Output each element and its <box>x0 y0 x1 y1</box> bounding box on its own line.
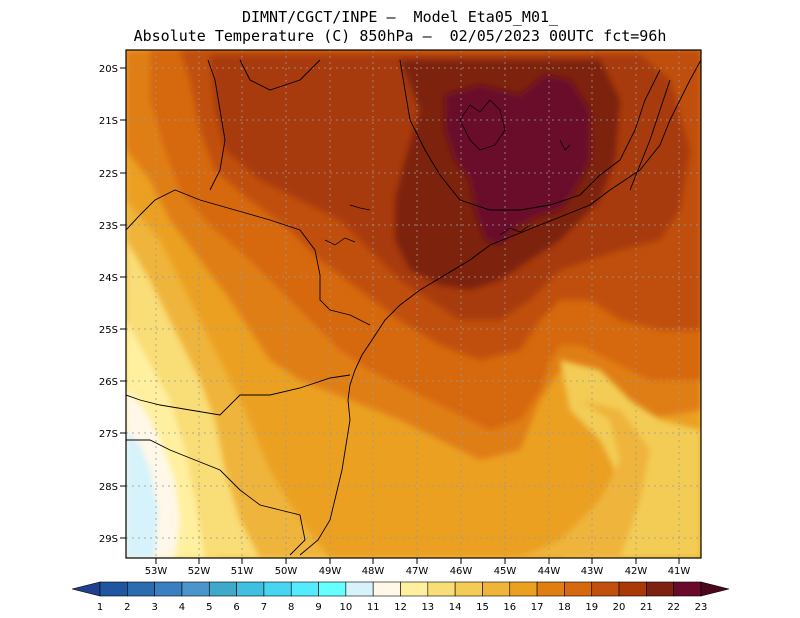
lon-label: 53W <box>145 566 168 577</box>
lon-label: 45W <box>494 566 517 577</box>
lat-label: 26S <box>99 377 118 388</box>
colorbar-swatch <box>427 581 456 597</box>
lon-label: 47W <box>406 566 429 577</box>
colorbar-label: 16 <box>503 602 516 613</box>
colorbar-swatch <box>290 581 319 597</box>
colorbar-label: 19 <box>585 602 598 613</box>
colorbar-label: 12 <box>394 602 407 613</box>
colorbar-label: 14 <box>449 602 462 613</box>
longitude-labels: 53W 52W 51W 50W 49W 48W 47W 46W 45W 44W 43W 42W 41W <box>145 558 691 577</box>
colorbar-labels: 1 2 3 4 5 6 7 8 9 10 11 12 13 14 15 16 17 18 19 20 21 22 23 <box>97 602 708 613</box>
colorbar-swatch <box>564 581 593 597</box>
colorbar-label: 4 <box>179 602 185 613</box>
lat-label: 27S <box>99 429 118 440</box>
lat-label: 24S <box>99 273 118 284</box>
colorbar-swatch <box>591 581 620 597</box>
colorbar-swatch <box>263 581 292 597</box>
lat-label: 25S <box>99 325 118 336</box>
colorbar-label: 5 <box>206 602 212 613</box>
lon-label: 48W <box>362 566 385 577</box>
colorbar-swatch <box>236 581 265 597</box>
colorbar <box>71 581 730 597</box>
colorbar-label: 8 <box>288 602 294 613</box>
lon-label: 43W <box>581 566 604 577</box>
colorbar-swatch <box>400 581 429 597</box>
lat-label: 23S <box>99 221 118 232</box>
colorbar-label: 9 <box>315 602 321 613</box>
colorbar-label: 18 <box>558 602 571 613</box>
colorbar-swatch <box>181 581 210 597</box>
colorbar-label: 7 <box>261 602 267 613</box>
colorbar-label: 15 <box>476 602 489 613</box>
colorbar-label: 6 <box>233 602 239 613</box>
lat-label: 29S <box>99 534 118 545</box>
colorbar-swatch <box>372 581 401 597</box>
coastline-and-borders <box>126 59 701 556</box>
title-line-1: DIMNT/CGCT/INPE – Model Eta05_M01_ <box>241 8 559 26</box>
colorbar-swatch <box>154 581 183 597</box>
colorbar-swatch <box>318 581 347 597</box>
lon-label: 50W <box>275 566 298 577</box>
colorbar-swatch <box>673 581 702 597</box>
lon-label: 46W <box>450 566 473 577</box>
lon-label: 41W <box>668 566 691 577</box>
lat-label: 21S <box>99 116 118 127</box>
title-line-2: Absolute Temperature (C) 850hPa – 02/05/… <box>133 27 667 45</box>
colorbar-label: 13 <box>421 602 434 613</box>
lon-label: 49W <box>319 566 342 577</box>
colorbar-label: 20 <box>613 602 626 613</box>
colorbar-swatch <box>208 581 237 597</box>
colorbar-swatch <box>509 581 538 597</box>
lon-label: 44W <box>538 566 561 577</box>
colorbar-label: 2 <box>124 602 130 613</box>
map-frame <box>125 49 702 559</box>
colorbar-label: 21 <box>640 602 653 613</box>
lon-label: 52W <box>188 566 211 577</box>
lon-label: 51W <box>231 566 254 577</box>
colorbar-label: 23 <box>695 602 708 613</box>
colorbar-arrow-right <box>700 581 730 597</box>
lat-label: 28S <box>99 482 118 493</box>
lon-label: 42W <box>625 566 648 577</box>
colorbar-label: 3 <box>151 602 157 613</box>
colorbar-label: 1 <box>97 602 103 613</box>
colorbar-swatch <box>345 581 374 597</box>
colorbar-arrow-left <box>71 581 101 597</box>
colorbar-swatch <box>99 581 128 597</box>
colorbar-label: 22 <box>667 602 680 613</box>
colorbar-swatch <box>618 581 647 597</box>
colorbar-swatch <box>536 581 565 597</box>
colorbar-swatch <box>127 581 155 597</box>
colorbar-swatch <box>646 581 674 597</box>
colorbar-label: 10 <box>339 602 352 613</box>
lat-label: 20S <box>99 64 118 75</box>
colorbar-swatch <box>482 581 511 597</box>
colorbar-swatch <box>454 581 483 597</box>
colorbar-label: 17 <box>531 602 544 613</box>
lat-label: 22S <box>99 169 118 180</box>
latitude-labels: 20S 21S 22S 23S 24S 25S 26S 27S 28S 29S <box>99 64 126 545</box>
colorbar-label: 11 <box>367 602 380 613</box>
temperature-field <box>126 50 701 558</box>
